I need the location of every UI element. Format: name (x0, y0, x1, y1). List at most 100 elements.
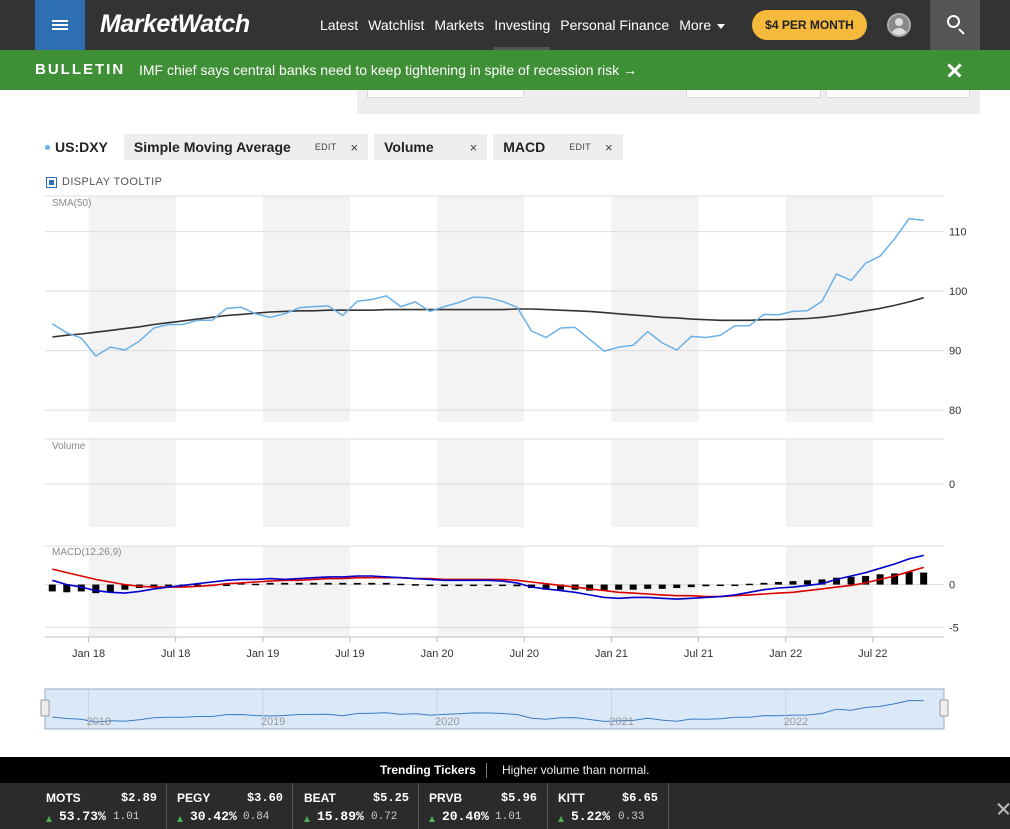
macd-histogram-bar (106, 584, 114, 593)
half-year-band (437, 439, 525, 527)
menu-button[interactable] (35, 0, 85, 50)
macd-signal-line (52, 566, 924, 598)
ticker-change-pct: 15.89% (317, 809, 364, 824)
ticker-strip: MOTS $2.89 53.73% 1.01 PEGY $3.60 30.42%… (0, 783, 1010, 829)
macd-histogram-bar (252, 583, 260, 586)
close-icon[interactable] (946, 62, 962, 78)
ticker-card[interactable]: KITT $6.65 5.22% 0.33 (548, 783, 669, 829)
ticker-change: 1.01 (113, 811, 140, 823)
ticker-card[interactable]: MOTS $2.89 53.73% 1.01 (35, 783, 167, 829)
x-tick-label: Jul 19 (335, 648, 364, 660)
nav-more[interactable]: More (679, 0, 726, 50)
nav-watchlist[interactable]: Watchlist (368, 17, 425, 33)
macd-histogram-bar (905, 571, 913, 585)
macd-histogram-bar (164, 584, 172, 587)
macd-histogram-bar (48, 584, 56, 592)
panel-label: MACD(12,26,9) (52, 547, 121, 558)
macd-histogram-bar (397, 583, 405, 586)
ticker-card[interactable]: BEAT $5.25 15.89% 0.72 (293, 783, 419, 829)
alternating-month-bands (88, 196, 873, 636)
settings-field[interactable] (367, 90, 524, 98)
macd-histogram-bar (731, 584, 739, 587)
chip-edit-button[interactable]: EDIT (569, 142, 591, 152)
macd-histogram-bar (803, 580, 811, 585)
x-tick-label: Jul 20 (510, 648, 539, 660)
display-tooltip-label: DISPLAY TOOLTIP (62, 176, 163, 188)
subscribe-button[interactable]: $4 PER MONTH (752, 10, 867, 40)
navigator-year-label: 2021 (609, 716, 633, 728)
macd-histogram-bar (687, 584, 695, 588)
x-axis-ticks: Jan 18 Jul 18 Jan 19 Jul 19 Jan 20 Jul 20 Jan … (72, 637, 888, 660)
x-tick-label: Jan 20 (421, 648, 454, 660)
chip-remove-icon[interactable]: × (350, 139, 359, 155)
macd-histogram-bar (862, 576, 870, 585)
checkbox-icon[interactable] (46, 176, 57, 188)
panel-label: Volume (52, 441, 86, 452)
half-year-band (262, 546, 350, 636)
macd-histogram-bar (891, 573, 899, 585)
macd-histogram-bar (353, 582, 361, 585)
nav-personal-finance[interactable]: Personal Finance (560, 17, 670, 33)
macd-histogram-bar (644, 584, 652, 589)
chip-edit-button[interactable]: EDIT (314, 142, 337, 152)
ticker-card[interactable]: PEGY $3.60 30.42% 0.84 (167, 783, 293, 829)
navigator-line (52, 699, 924, 723)
chart-marks (48, 217, 928, 600)
ticker-price: $2.89 (120, 791, 157, 805)
settings-field[interactable] (686, 90, 821, 98)
site-logo[interactable]: MarketWatch (100, 10, 250, 38)
x-tick-label: Jul 22 (858, 648, 887, 660)
macd-histogram-bar (920, 572, 928, 585)
half-year-band (785, 439, 873, 527)
macd-histogram-bar (760, 582, 768, 585)
ticker-symbol: MOTS (46, 791, 81, 805)
nav-markets[interactable]: Markets (434, 17, 485, 33)
x-tick-label: Jan 21 (595, 648, 628, 660)
display-tooltip-toggle[interactable]: DISPLAY TOOLTIP (46, 176, 162, 188)
macd-histogram-bar (600, 584, 608, 591)
half-year-band (611, 439, 699, 527)
ticker-card[interactable]: PRVB $5.96 20.40% 1.01 (419, 783, 548, 829)
macd-histogram-bar (440, 584, 448, 587)
half-year-band (262, 439, 350, 527)
navigator-window (44, 688, 945, 730)
macd-histogram-bar (774, 582, 782, 585)
ticker-change-pct: 53.73% (59, 809, 106, 824)
chip-remove-icon[interactable]: × (469, 139, 478, 155)
trending-subtitle: Higher volume than normal. (502, 763, 650, 777)
navigator-handle[interactable] (939, 699, 949, 717)
x-tick-label: Jul 18 (161, 648, 190, 660)
macd-histogram-bar (382, 582, 390, 585)
macd-histogram-bar (542, 584, 550, 590)
range-navigator[interactable]: 2018 2019 2020 2021 2022 (40, 688, 949, 730)
price-chart[interactable]: SMA(50) Volume MACD(12,26,9) 110 100 90 80 0 0 -… (0, 190, 1010, 740)
bulletin-banner: BULLETIN IMF chief says central banks ne… (0, 50, 1010, 90)
macd-histogram-bar (193, 584, 201, 587)
settings-field[interactable] (826, 90, 970, 98)
chip-volume: Volume × (374, 134, 488, 160)
nav-investing[interactable]: Investing (494, 0, 551, 50)
bulletin-link[interactable]: IMF chief says central banks need to kee… (139, 62, 638, 78)
ticker-change: 0.33 (618, 811, 645, 823)
macd-histogram-bar (411, 584, 419, 586)
ticker-symbol: BEAT (304, 791, 336, 805)
panel-label: SMA(50) (52, 198, 91, 209)
close-icon[interactable] (996, 802, 1010, 816)
x-tick-label: Jan 22 (769, 648, 802, 660)
search-button[interactable] (930, 0, 980, 50)
macd-histogram-bar (557, 584, 565, 590)
navigator-year-label: 2019 (261, 716, 285, 728)
macd-histogram-bar (586, 584, 594, 591)
macd-histogram-bar (63, 584, 71, 593)
price-line (51, 217, 924, 357)
nav-latest[interactable]: Latest (320, 17, 359, 33)
arrow-up-icon (304, 816, 310, 822)
chip-remove-icon[interactable]: × (604, 139, 613, 155)
series-dot-icon (45, 144, 50, 150)
macd-histogram-bar (702, 584, 710, 587)
chart-gridlines (45, 195, 944, 638)
macd-histogram-bar (818, 579, 826, 585)
user-icon[interactable] (887, 13, 911, 37)
indicator-toolbar: US:DXY Simple Moving Average EDIT × Volu… (45, 134, 629, 160)
navigator-handle[interactable] (40, 699, 50, 717)
